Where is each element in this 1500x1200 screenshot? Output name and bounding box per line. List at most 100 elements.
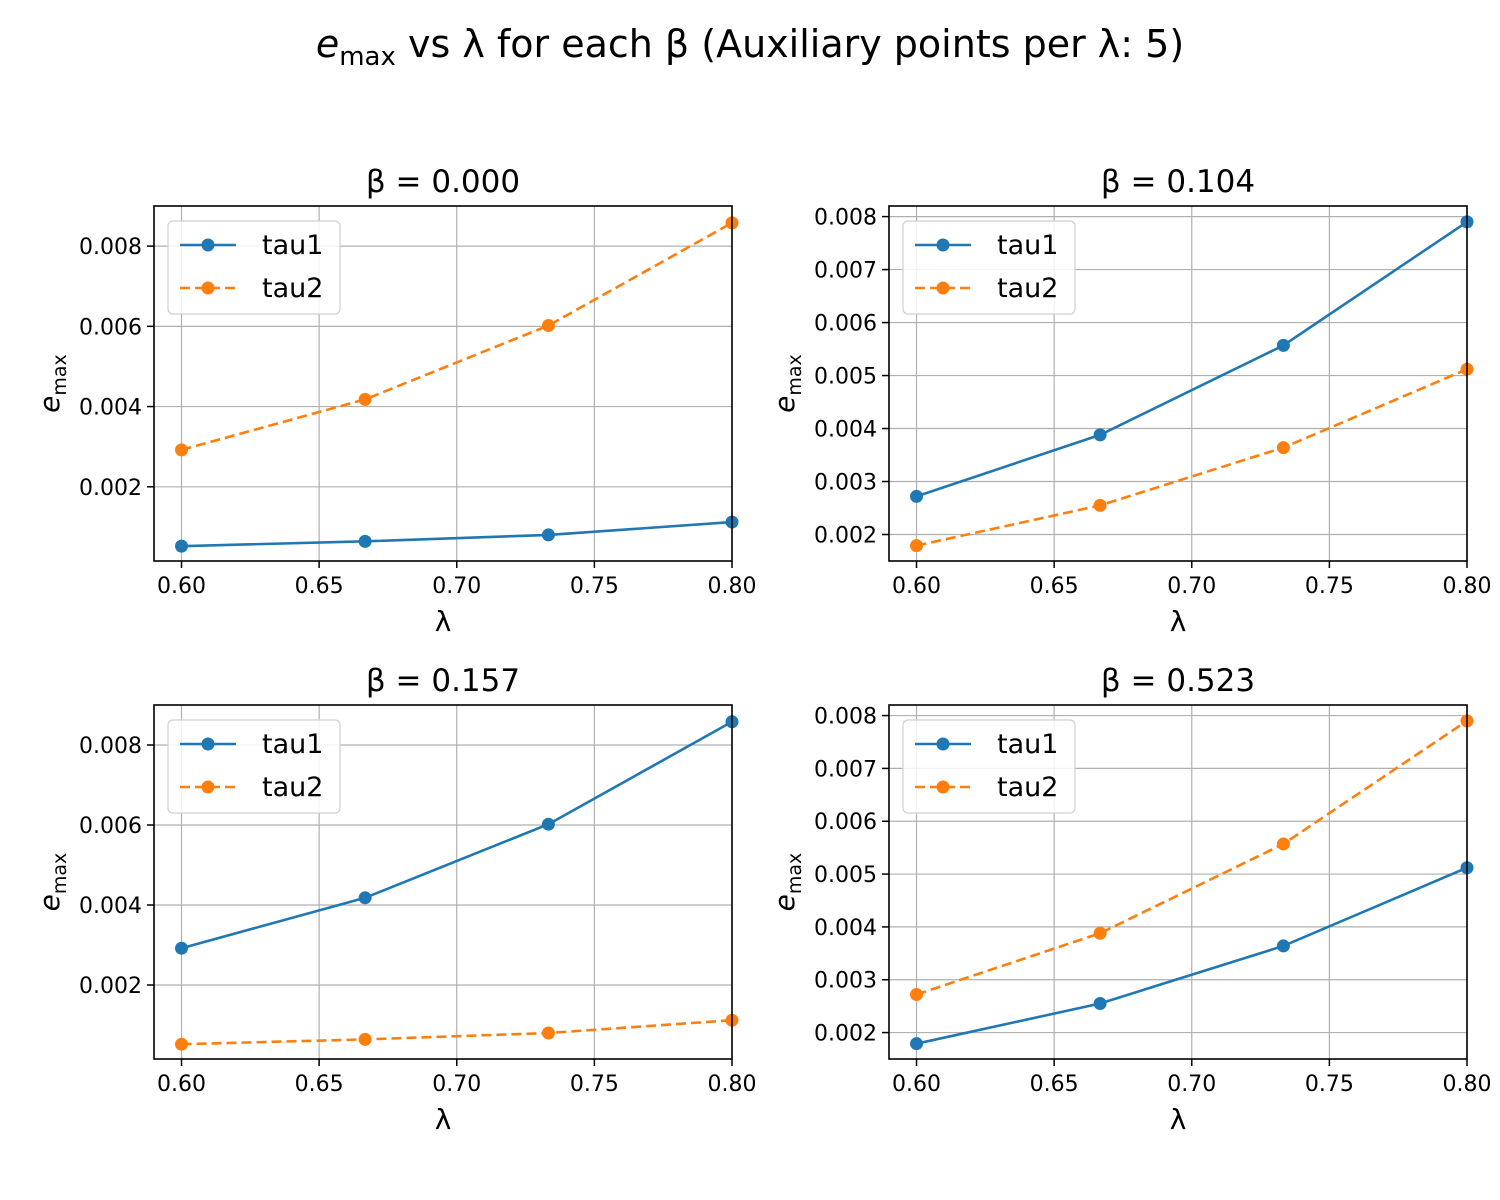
figure-title-rest: vs λ for each β (Auxiliary points per λ:…: [396, 22, 1184, 66]
chart-2-series-tau2-point-3: [1276, 441, 1290, 455]
chart-4-legend-label-tau2: tau2: [997, 772, 1058, 803]
chart-3-series-tau1-point-1: [175, 941, 189, 955]
chart-1-legend-marker-tau1: [201, 238, 215, 252]
chart-3-x-tick-label-2: 0.70: [432, 1072, 481, 1097]
chart-1-y-axis-label: emax: [33, 354, 71, 413]
chart-1-series-tau2-point-2: [358, 392, 372, 406]
chart-1-x-tick-label-2: 0.70: [432, 574, 481, 599]
chart-4-title: β = 0.523: [1101, 663, 1255, 699]
chart-3-series-tau1-point-3: [541, 817, 555, 831]
chart-2-y-tick-label-2: 0.004: [814, 418, 877, 443]
chart-1-x-axis-label: λ: [435, 605, 452, 638]
chart-1-y-axis-label-sub: max: [49, 354, 71, 395]
chart-2-y-axis-label-sub: max: [784, 354, 806, 395]
chart-2-series-tau1-point-3: [1276, 338, 1290, 352]
chart-1-y-tick-label-1: 0.004: [79, 396, 142, 421]
chart-1-series-tau1-point-2: [358, 534, 372, 548]
chart-2: β = 0.104 0.60 0.65 0.70 0.75 0.80 0.002 0.003 0…: [768, 164, 1491, 638]
chart-1-series-tau1-point-1: [175, 539, 189, 553]
chart-3-y-axis-label-sub: max: [49, 853, 71, 894]
chart-2-y-tick-label-6: 0.008: [814, 206, 877, 231]
chart-1-y-tick-label-0: 0.002: [79, 476, 142, 501]
panels: β = 0.000 0.60 0.65 0.70 0.75 0.80 0.002 0.004 0…: [33, 164, 1491, 1136]
chart-2-x-tick-label-4: 0.80: [1443, 574, 1492, 599]
chart-2-series-tau2-point-2: [1093, 498, 1107, 512]
chart-4-y-tick-label-1: 0.003: [814, 969, 877, 994]
chart-3-y-tick-label-0: 0.002: [79, 974, 142, 999]
figure-title-main: e: [316, 22, 339, 66]
chart-2-y-tick-label-0: 0.002: [814, 524, 877, 549]
chart-3-series-tau1-line: [181, 720, 733, 950]
chart-3-x-tick-label-4: 0.80: [708, 1072, 757, 1097]
chart-4-series-tau2-point-2: [1093, 926, 1107, 940]
chart-2-legend-marker-tau2: [936, 281, 950, 295]
chart-3-y-tick-label-2: 0.006: [79, 814, 142, 839]
chart-3-series-tau2-line: [181, 1018, 733, 1046]
chart-4-x-tick-label-3: 0.75: [1305, 1072, 1354, 1097]
chart-3-x-tick-label-0: 0.60: [157, 1072, 206, 1097]
chart-2-title: β = 0.104: [1101, 164, 1255, 200]
chart-4-legend-label-tau1: tau1: [997, 729, 1058, 760]
chart-4-series-tau2-line: [916, 719, 1468, 996]
chart-2-x-tick-label-0: 0.60: [892, 574, 941, 599]
chart-3-y-tick-label-3: 0.008: [79, 734, 142, 759]
chart-4-y-tick-label-2: 0.004: [814, 916, 877, 941]
chart-3-series-tau2-point-1: [175, 1037, 189, 1051]
chart-1: β = 0.000 0.60 0.65 0.70 0.75 0.80 0.002 0.004 0…: [33, 164, 756, 638]
chart-3-x-tick-label-1: 0.65: [295, 1072, 344, 1097]
chart-4-x-tick-label-2: 0.70: [1167, 1072, 1216, 1097]
chart-3: β = 0.157 0.60 0.65 0.70 0.75 0.80 0.002 0.004 0…: [33, 663, 756, 1136]
chart-1-series-tau2-point-3: [541, 319, 555, 333]
chart-3-x-axis-label: λ: [435, 1103, 452, 1136]
chart-2-series-tau1-line: [916, 220, 1468, 498]
chart-1-series-tau2-line: [181, 221, 733, 452]
chart-1-series-tau1-line: [181, 520, 733, 548]
chart-4-y-tick-label-5: 0.007: [814, 757, 877, 782]
chart-4-series-tau1-point-1: [910, 1037, 924, 1051]
chart-4-x-tick-label-0: 0.60: [892, 1072, 941, 1097]
chart-3-series-tau2-point-2: [358, 1032, 372, 1046]
chart-3-legend-marker-tau2: [201, 780, 215, 794]
chart-1-y-axis-label-main: e: [33, 396, 66, 413]
chart-4-y-tick-label-4: 0.006: [814, 810, 877, 835]
chart-2-legend-label-tau2: tau2: [997, 273, 1058, 304]
chart-1-x-tick-label-3: 0.75: [570, 574, 619, 599]
chart-1-x-tick-label-0: 0.60: [157, 574, 206, 599]
chart-4-y-axis-label: emax: [768, 853, 806, 912]
chart-3-x-tick-label-3: 0.75: [570, 1072, 619, 1097]
chart-1-legend-marker-tau2: [201, 281, 215, 295]
chart-2-y-tick-label-3: 0.005: [814, 365, 877, 390]
chart-1-x-tick-label-1: 0.65: [295, 574, 344, 599]
chart-3-title: β = 0.157: [366, 663, 520, 699]
chart-4-series-tau1-line: [916, 866, 1468, 1045]
chart-3-series-tau1-point-2: [358, 891, 372, 905]
chart-2-plot-frame: [888, 205, 1468, 562]
figure-title: emax vs λ for each β (Auxiliary points p…: [316, 22, 1184, 72]
chart-3-legend-marker-tau1: [201, 737, 215, 751]
chart-2-y-tick-label-1: 0.003: [814, 471, 877, 496]
chart-4-y-axis-label-main: e: [768, 894, 801, 911]
chart-1-x-tick-label-4: 0.80: [708, 574, 757, 599]
chart-1-y-tick-label-3: 0.008: [79, 235, 142, 260]
chart-4-legend-marker-tau1: [936, 737, 950, 751]
chart-4-series-tau1-point-2: [1093, 997, 1107, 1011]
chart-2-x-tick-label-1: 0.65: [1030, 574, 1079, 599]
chart-4-series-tau2-point-3: [1276, 837, 1290, 851]
chart-4-legend-marker-tau2: [936, 780, 950, 794]
chart-3-y-axis-label-main: e: [33, 894, 66, 911]
chart-1-title: β = 0.000: [366, 164, 520, 200]
chart-3-legend-label-tau2: tau2: [262, 772, 323, 803]
chart-1-plot-frame: [153, 205, 733, 562]
chart-4-x-axis-label: λ: [1170, 1103, 1187, 1136]
chart-2-y-tick-label-4: 0.006: [814, 312, 877, 337]
chart-2-series-tau2-line: [916, 367, 1468, 547]
chart-1-y-tick-label-2: 0.006: [79, 315, 142, 340]
chart-2-series-tau1-point-2: [1093, 428, 1107, 442]
chart-2-y-axis-label: emax: [768, 354, 806, 413]
chart-2-series-tau1-point-1: [910, 489, 924, 503]
chart-2-legend-label-tau1: tau1: [997, 230, 1058, 261]
chart-4-y-tick-label-0: 0.002: [814, 1022, 877, 1047]
chart-4: β = 0.523 0.60 0.65 0.70 0.75 0.80 0.002 0.003 0…: [768, 663, 1491, 1136]
chart-4-series-tau1-point-3: [1276, 939, 1290, 953]
